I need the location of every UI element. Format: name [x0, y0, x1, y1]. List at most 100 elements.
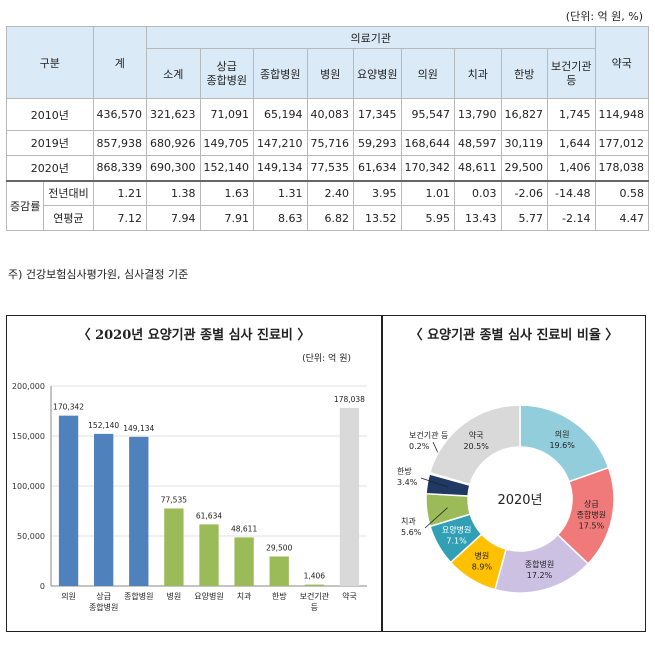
- bar: [58, 415, 79, 586]
- x-tick-label: 한방: [272, 591, 287, 601]
- sub-header-1: 상급 종합병원: [199, 48, 255, 99]
- table-cell: 868,339: [92, 155, 148, 181]
- bar-chart-unit: (단위: 억 원): [302, 354, 351, 364]
- sub-header-3: 병원: [306, 48, 355, 99]
- pie-label: 약국 20.5%: [463, 430, 489, 451]
- pie-chart-title: 〈 요양기관 종별 심사 진료비 비율 〉: [409, 328, 619, 343]
- table-cell: 7.91: [199, 205, 255, 231]
- bar: [164, 508, 184, 586]
- pie-label: 한방 3.4%: [397, 466, 418, 487]
- table-cell: -2.06: [500, 179, 549, 206]
- table-cell: 152,140: [199, 155, 255, 181]
- y-tick-label: 0: [40, 582, 45, 591]
- x-tick-label: 요양병원: [194, 592, 223, 601]
- table-cell: 16,827: [500, 98, 549, 131]
- table-cell: 13.52: [353, 205, 402, 231]
- table-cell: 1.38: [146, 179, 201, 206]
- y-tick-label: 200,000: [12, 382, 45, 391]
- table-cell: 1,644: [547, 130, 596, 156]
- y-tick-label: 100,000: [12, 482, 45, 491]
- table-cell: 65,194: [253, 98, 308, 131]
- table-row: 2010년 436,570 321,623 71,091 65,194 40,083 17,…: [6, 98, 649, 131]
- header-pharmacy: 약국: [594, 26, 649, 99]
- table-cell: -2.14: [547, 205, 596, 231]
- table-cell: 1.01: [400, 179, 456, 206]
- pie-label: 요양병원 7.1%: [442, 526, 471, 546]
- header-total: 계: [92, 26, 148, 99]
- table-cell: 149,705: [199, 130, 255, 156]
- header-medical: 의료기관: [146, 26, 596, 49]
- table-cell: 680,926: [146, 130, 201, 156]
- sub-header-2: 종합병원: [253, 48, 308, 99]
- table-row: 연평균 7.12 7.94 7.91 8.63 6.82 13.52 5.95 13.43 5.7…: [7, 205, 649, 231]
- bar-value-label: 61,634: [196, 511, 222, 520]
- row-label: 2020년: [6, 155, 94, 181]
- sub-header-5: 의원: [400, 48, 456, 99]
- table-cell: 29,500: [500, 155, 549, 181]
- bar-chart-panel: 〈 2020년 요양기관 종별 심사 진료비 〉 (단위: 억 원) 0 50,0…: [6, 315, 382, 632]
- leader-line: [424, 507, 448, 529]
- x-tick-label: 병원: [167, 592, 182, 601]
- table-cell: 4.47: [594, 205, 649, 231]
- table-cell: 8.63: [253, 205, 308, 231]
- pie-label: 보건기관 등 0.2%: [409, 430, 448, 451]
- unit-note: (단위: 억 원, %): [565, 10, 643, 23]
- table-cell: 40,083: [306, 98, 355, 131]
- table-cell: 61,634: [353, 155, 402, 181]
- table-cell: 13,790: [454, 98, 502, 131]
- leader-line: [420, 477, 449, 488]
- pie-label: 종합병원 17.2%: [525, 560, 554, 580]
- table-cell: 857,938: [92, 130, 148, 156]
- sub-header-8: 보건기관 등: [547, 48, 596, 99]
- table-cell: 0.58: [594, 179, 649, 206]
- table-cell: 321,623: [146, 98, 201, 131]
- pie-label: 치과 5.6%: [401, 517, 422, 537]
- bar: [304, 584, 324, 586]
- pie-center-label: 2020년: [497, 493, 542, 508]
- table-cell: 48,611: [454, 155, 502, 181]
- y-tick-label: 150,000: [12, 432, 45, 441]
- x-tick-label: 보건기관 등: [300, 591, 330, 612]
- bar-value-label: 1,406: [304, 572, 326, 581]
- x-tick-label: 약국: [342, 591, 357, 601]
- table-cell: 5.95: [400, 205, 456, 231]
- table-cell: 2.40: [306, 179, 355, 206]
- table-cell: 1.31: [253, 179, 308, 206]
- sub-header-7: 한방: [500, 48, 549, 99]
- x-tick-label: 치과: [237, 592, 252, 601]
- sub-header-6: 치과: [454, 48, 502, 99]
- data-table: 구분 계 의료기관 약국 소계 상급 종합병원 종합병원 병원 요양병원 의원 치과 한방 보건기…: [5, 26, 649, 231]
- bar: [199, 524, 219, 586]
- table-cell: 5.77: [500, 205, 549, 231]
- header-category: 구분: [6, 26, 94, 99]
- pie-label: 병원 8.9%: [472, 552, 493, 572]
- pie-chart: 의원 19.6% 상급 종합병원 17.5% 종합병원 17.2% 병원 8.9%요양병원 7.1…: [397, 404, 615, 594]
- table-cell: 690,300: [146, 155, 201, 181]
- table-cell: 71,091: [199, 98, 255, 131]
- pie-label: 의원 19.6%: [549, 429, 575, 450]
- table-cell: 30,119: [500, 130, 549, 156]
- table-cell: 17,345: [353, 98, 402, 131]
- table-cell: 7.12: [92, 205, 148, 231]
- table-cell: 170,342: [400, 155, 456, 181]
- bar: [339, 407, 360, 586]
- table-cell: 1.63: [199, 179, 255, 206]
- table-cell: 178,038: [594, 155, 649, 181]
- table-cell: 3.95: [353, 179, 402, 206]
- table-row: 2019년 857,938 680,926 149,705 147,210 75,716 5…: [6, 130, 649, 156]
- growth-group-label: 증감률: [5, 179, 45, 231]
- table-cell: 13.43: [454, 205, 502, 231]
- table-cell: 1.21: [92, 179, 148, 206]
- pie-slice: [428, 404, 521, 486]
- table-cell: 77,535: [306, 155, 355, 181]
- table-cell: 95,547: [400, 98, 456, 131]
- table-cell: 114,948: [594, 98, 649, 131]
- source-note: 주) 건강보험심사평가원, 심사결정 기준: [8, 268, 189, 281]
- row-label: 2010년: [6, 98, 94, 131]
- bar-value-label: 77,535: [161, 495, 187, 504]
- table-cell: 75,716: [306, 130, 355, 156]
- sub-header-row: 소계 상급 종합병원 종합병원 병원 요양병원 의원 치과 한방 보건기관 등: [7, 48, 649, 99]
- bar: [234, 537, 254, 586]
- pie-label: 상급 종합병원 17.5%: [577, 498, 606, 530]
- table-cell: 59,293: [353, 130, 402, 156]
